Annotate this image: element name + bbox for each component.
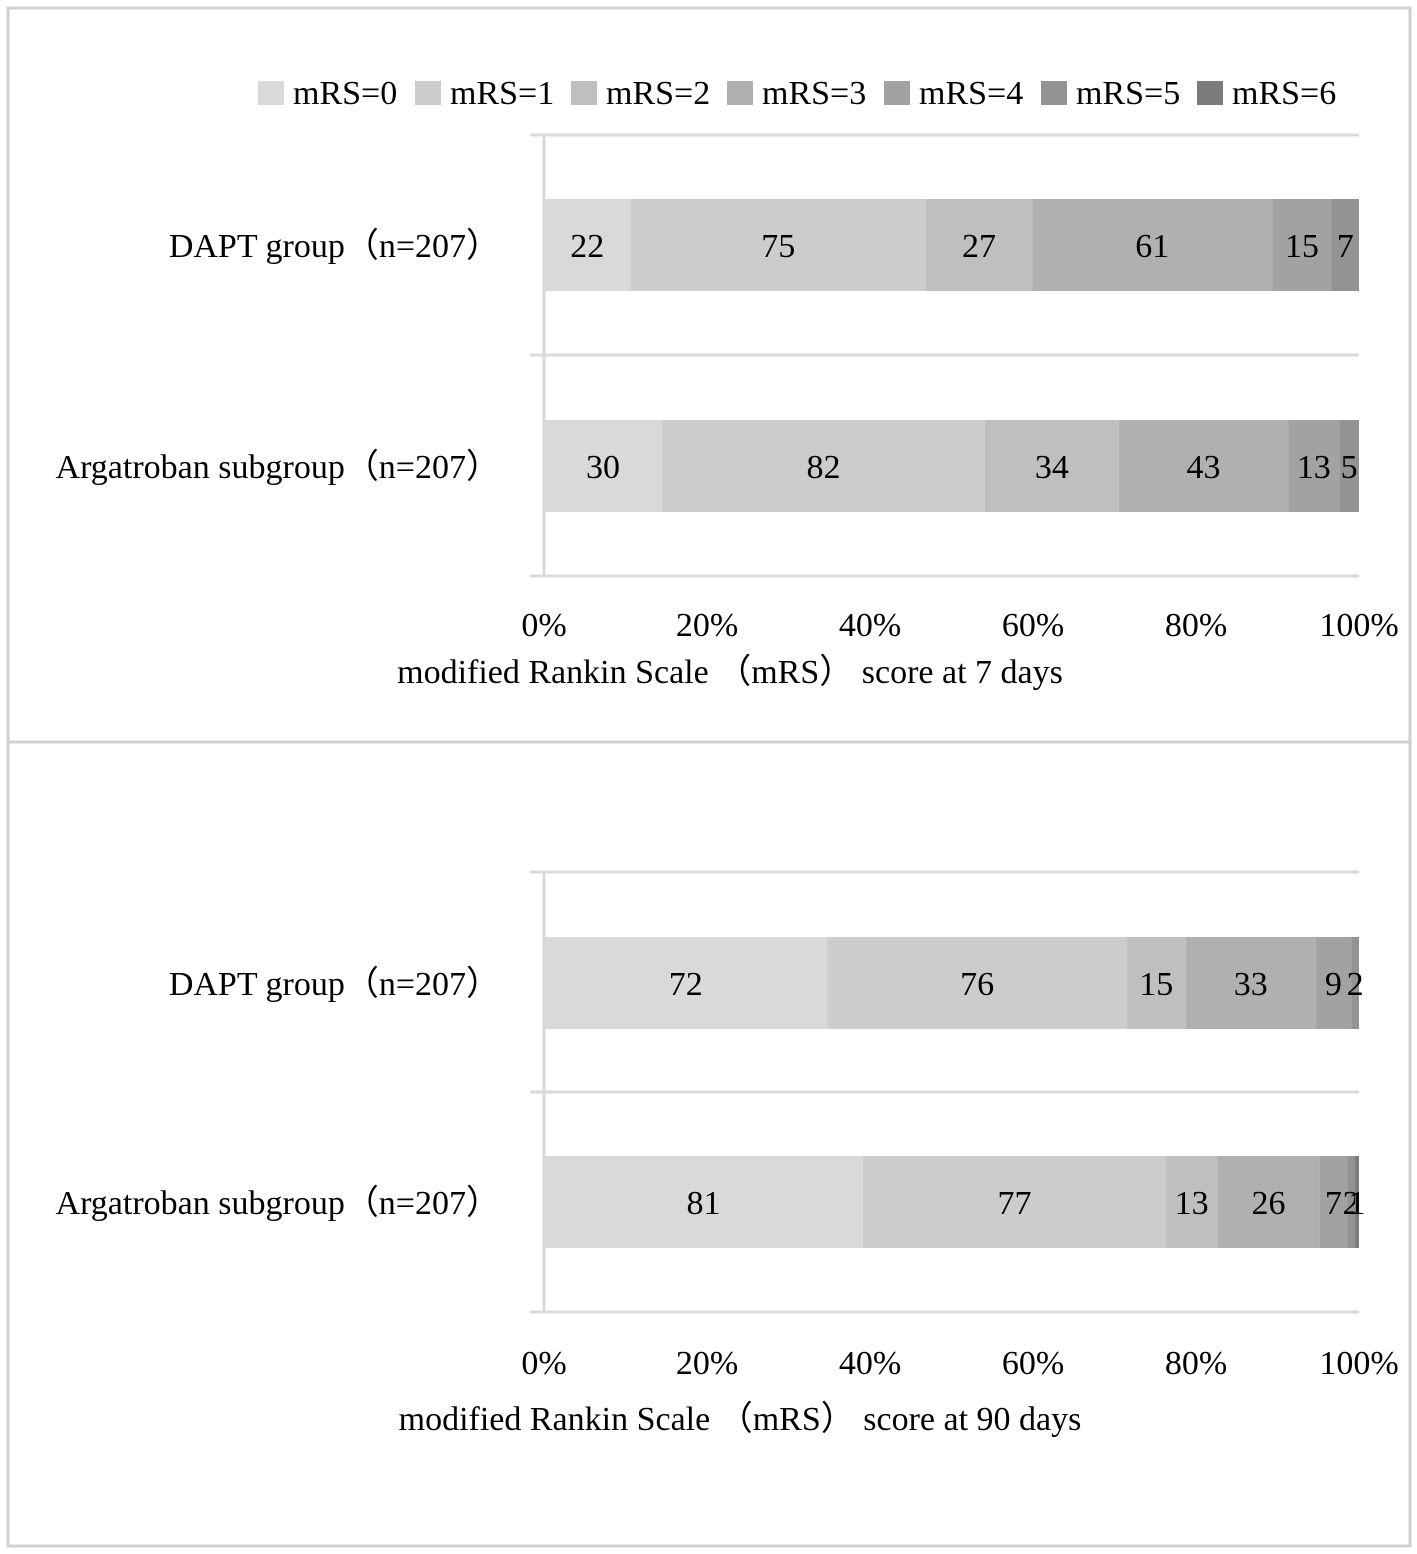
x-tick-label: 100% [1319,1345,1398,1382]
data-label: 7 [1325,1185,1342,1222]
legend-swatch [571,81,597,105]
legend-swatch [1041,81,1067,105]
bar-segment [544,937,828,1029]
bar-segment [925,199,1033,291]
legend-label: mRS=5 [1076,75,1180,112]
bars: 22 75 27 61 15 7 30 82 34 43 13 5 [544,199,1359,512]
data-label: 43 [1186,449,1220,486]
data-label: 27 [962,228,996,265]
bar-segment [1217,1156,1320,1248]
x-tick-label: 60% [1002,1345,1064,1382]
data-label: 15 [1285,228,1319,265]
data-label: 13 [1297,449,1331,486]
data-label: 76 [960,966,994,1003]
x-tick-label: 20% [676,607,738,644]
data-label: 75 [761,228,795,265]
bar-segment [827,937,1127,1029]
data-label: 15 [1139,966,1173,1003]
data-label: 13 [1175,1185,1209,1222]
bar-segment [1315,937,1352,1029]
legend-swatch [258,81,284,105]
x-tick-labels: 0% 20% 40% 60% 80% 100% [521,607,1398,644]
category-labels: DAPT group（n=207） Argatroban subgroup（n=2… [56,227,500,486]
bar-segment [1319,1156,1348,1248]
bar-segment [1032,199,1273,291]
data-label: 2 [1347,966,1364,1003]
legend-label: mRS=3 [762,75,866,112]
bar-segment [1272,199,1332,291]
legend-swatch [415,81,441,105]
bar-segment [1185,937,1316,1029]
x-tick-label: 80% [1165,607,1227,644]
data-label: 1 [1349,1185,1366,1222]
bar-segment [544,1156,863,1248]
x-tick-label: 20% [676,1345,738,1382]
category-labels: DAPT group（n=207） Argatroban subgroup（n=2… [56,965,500,1222]
x-tick-label: 60% [1002,607,1064,644]
data-label: 26 [1251,1185,1285,1222]
bar-segment [1351,937,1359,1029]
x-tick-label: 80% [1165,1345,1227,1382]
bar-segment [1355,1156,1359,1248]
bar-segment [1166,1156,1218,1248]
data-label: 82 [807,449,841,486]
bar-segment [544,199,631,291]
bar-segment [1347,1156,1356,1248]
data-label: 22 [570,228,604,265]
legend-swatch [884,81,910,105]
bar-segment [1118,420,1289,512]
x-tick-label: 40% [839,607,901,644]
data-label: 9 [1325,966,1342,1003]
data-label: 33 [1234,966,1268,1003]
x-axis-title: modified Rankin Scale （mRS） score at 7 d… [397,653,1063,691]
x-tick-label: 40% [839,1345,901,1382]
bar-segment [984,420,1119,512]
data-label: 5 [1341,449,1358,486]
data-label: 34 [1035,449,1069,486]
bar-segment [1339,420,1359,512]
bar-segment [1331,199,1359,291]
category-label: Argatroban subgroup（n=207） [56,1184,500,1222]
data-label: 30 [586,449,620,486]
x-tick-labels: 0% 20% 40% 60% 80% 100% [521,1345,1398,1382]
bar-segment [544,420,663,512]
chart-panel-90-days: DAPT group（n=207） Argatroban subgroup（n=2… [56,870,1399,1438]
legend-swatch [1197,81,1223,105]
x-tick-label: 100% [1319,607,1398,644]
data-label: 61 [1135,228,1169,265]
legend-swatch [727,81,753,105]
data-label: 7 [1337,228,1354,265]
x-tick-label: 0% [521,607,566,644]
category-label: DAPT group（n=207） [169,227,500,265]
data-label: 81 [686,1185,720,1222]
bar-segment [1126,937,1186,1029]
legend-label: mRS=4 [919,75,1023,112]
category-label: DAPT group（n=207） [169,965,500,1003]
x-tick-label: 0% [521,1345,566,1382]
data-label: 72 [669,966,703,1003]
data-label: 77 [997,1185,1031,1222]
legend-label: mRS=0 [293,75,397,112]
category-label: Argatroban subgroup（n=207） [56,448,500,486]
chart-panel-7-days: DAPT group（n=207） Argatroban subgroup（n=2… [56,133,1399,691]
legend-label: mRS=6 [1232,75,1336,112]
bar-segment [662,420,985,512]
bar-segment [630,199,926,291]
bar-segment [862,1156,1167,1248]
legend-label: mRS=2 [606,75,710,112]
bars: 72 76 15 33 9 281 77 13 26 7 21 [544,937,1366,1248]
legend-label: mRS=1 [450,75,554,112]
bar-segment [1288,420,1340,512]
x-axis-title: modified Rankin Scale （mRS） score at 90 … [399,1400,1082,1438]
legend: mRS=0 mRS=1 mRS=2 mRS=3 mRS=4 mRS=5 mRS=6 [258,75,1336,112]
